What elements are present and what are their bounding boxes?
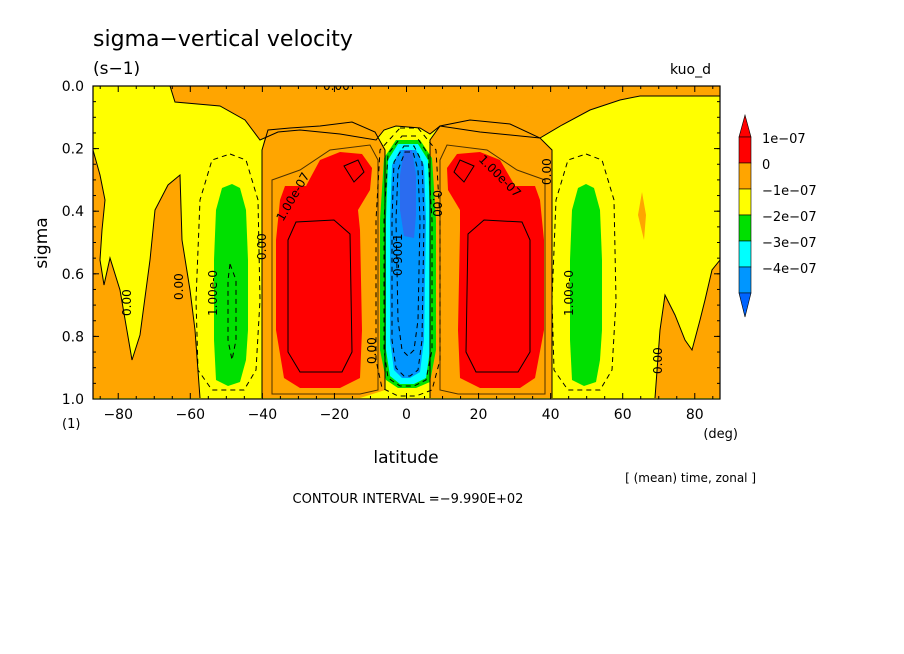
legend-swatch xyxy=(738,162,752,190)
dashed-contours xyxy=(195,127,617,397)
contour-label-south-zero: 0.00 xyxy=(172,273,186,300)
x-tick-label: −60 xyxy=(176,407,206,423)
north-polar-small-patch xyxy=(638,192,646,240)
x-tick-label: 40 xyxy=(542,407,560,423)
legend-label: 1e−07 xyxy=(762,132,806,147)
upper-positive-band xyxy=(93,86,720,140)
legend-top-arrow xyxy=(738,113,752,138)
contour-zero-south-subtropical xyxy=(261,121,386,398)
contour-label-south-midlat: 1.00e-0 xyxy=(206,270,220,316)
contour-dashed-equatorial-3 xyxy=(391,145,425,377)
legend-bottom-arrow xyxy=(738,292,752,318)
contour-zero-north-subtropical xyxy=(429,119,553,398)
legend-swatch xyxy=(738,214,752,242)
legend-label: −2e−07 xyxy=(762,210,817,225)
legend-label: −4e−07 xyxy=(762,262,817,277)
contour-south-outer-loop xyxy=(271,144,379,395)
x-axis: −80 −60 −40 −20 0 20 40 60 80 xyxy=(99,86,714,423)
legend-swatch xyxy=(738,266,752,294)
y-tick-label: 0.8 xyxy=(62,329,84,345)
y-tick-label: 0.0 xyxy=(62,79,84,95)
x-tick-label: 20 xyxy=(470,407,488,423)
x-tick-label: −20 xyxy=(320,407,350,423)
contour-label-north-sub-zero: 0.00 xyxy=(540,158,554,185)
legend-swatch xyxy=(738,136,752,164)
experiment-label: kuo_d xyxy=(670,62,711,78)
y-axis-unit: (1) xyxy=(62,417,80,432)
y-tick-label: 1.0 xyxy=(62,392,84,408)
contour-label-equatorial-neg: 0-9001 xyxy=(391,233,405,276)
x-tick-label: −40 xyxy=(248,407,278,423)
contour-north-outer-loop xyxy=(439,144,546,395)
contour-dashed-equatorial-2 xyxy=(383,135,433,387)
south-polar-positive xyxy=(93,150,200,398)
contour-lines xyxy=(93,86,720,399)
contour-label-top: 0.00 xyxy=(323,79,350,93)
contour-label-north-midlat: 1.00e-0 xyxy=(562,270,576,316)
contour-label-south-polar: 0.00 xyxy=(120,289,134,316)
contour-zero-north-polar xyxy=(654,259,720,399)
equatorial-cell xyxy=(390,150,426,378)
y-axis: 0.0 0.2 0.4 0.6 0.8 1.0 xyxy=(62,79,720,408)
legend-label: −1e−07 xyxy=(762,184,817,199)
x-tick-label: 0 xyxy=(402,407,411,423)
averaging-note: [ (mean) time, zonal ] xyxy=(625,471,756,485)
legend-label: −3e−07 xyxy=(762,236,817,251)
y-tick-label: 0.2 xyxy=(62,142,84,158)
contour-label-north-polar: 0.00 xyxy=(651,347,665,374)
y-axis-label: sigma xyxy=(32,217,52,268)
contour-dashed-equatorial-1 xyxy=(375,127,441,397)
contour-dashed-equatorial-4 xyxy=(395,151,421,357)
x-tick-label: −80 xyxy=(103,407,133,423)
contour-label-equatorial-right: 0.00 xyxy=(430,190,444,217)
legend-label: 0 xyxy=(762,158,770,173)
color-legend: 1e−07 0 −1e−07 −2e−07 −3e−07 −4e−07 xyxy=(738,113,817,318)
contour-north-inner-loop xyxy=(465,219,531,373)
units-label: (s−1) xyxy=(93,59,140,79)
south-midlat-cell xyxy=(214,184,248,386)
contour-south-inner-loop xyxy=(287,219,353,373)
x-axis-label: latitude xyxy=(373,448,438,468)
equatorial-core xyxy=(400,150,416,238)
x-tick-label: 80 xyxy=(686,407,704,423)
legend-swatch xyxy=(738,240,752,268)
contour-label-equatorial-zero: 0.00 xyxy=(365,337,379,364)
plot-area: 0.00 0.00 0.00 1.00e-0 0.00 1.00e-07 0.0… xyxy=(93,79,720,399)
x-axis-unit: (deg) xyxy=(703,427,738,442)
north-midlat-cell xyxy=(570,184,602,386)
y-tick-label: 0.4 xyxy=(62,204,84,220)
contour-zero-upper xyxy=(169,86,720,141)
contour-north-peak-loop xyxy=(453,159,475,183)
x-tick-label: 60 xyxy=(614,407,632,423)
south-subtropical-cell xyxy=(276,152,372,388)
north-polar-positive xyxy=(655,260,720,398)
contour-interval: CONTOUR INTERVAL =−9.990E+02 xyxy=(293,492,524,507)
north-subtropical-cell xyxy=(447,152,544,388)
y-tick-label: 0.6 xyxy=(62,267,84,283)
contour-zero-south-polar xyxy=(93,149,201,399)
contour-south-peak-loop xyxy=(343,159,365,183)
legend-swatch xyxy=(738,188,752,216)
chart-title: sigma−vertical velocity xyxy=(93,27,353,52)
contour-label-south-sub-zero: 0.00 xyxy=(255,233,269,260)
